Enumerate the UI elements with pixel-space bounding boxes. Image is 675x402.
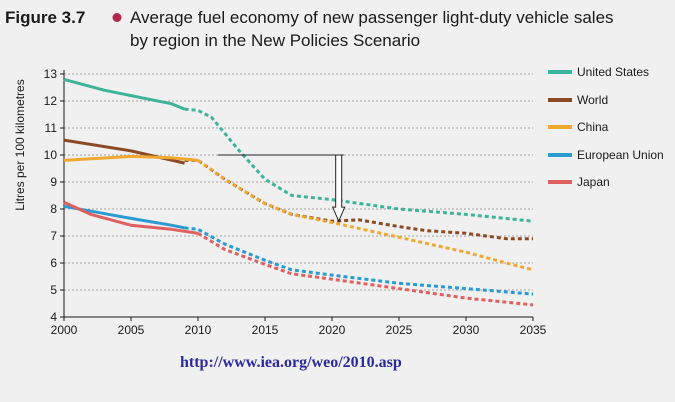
y-axis-label: Litres per 100 kilometres bbox=[13, 79, 27, 210]
source-url: http://www.iea.org/weo/2010.asp bbox=[180, 354, 402, 371]
series-japan-projection bbox=[197, 232, 534, 307]
chart-title-line2: by region in the New Policies Scenario bbox=[130, 31, 420, 50]
y-tick-12: 12 bbox=[44, 94, 58, 108]
grid-lines bbox=[64, 73, 533, 291]
y-tick-11: 11 bbox=[45, 121, 58, 135]
legend-label-european-union: European Union bbox=[577, 148, 664, 162]
y-tick-labels: 4 5 6 7 8 9 10 11 12 13 bbox=[44, 67, 64, 324]
series-china-projection bbox=[197, 159, 534, 272]
annotation-arrow bbox=[218, 154, 346, 223]
y-tick-10: 10 bbox=[44, 148, 58, 162]
series-european-union-projection bbox=[184, 226, 534, 296]
annotation-down-arrow bbox=[331, 154, 346, 223]
series-united-states-historical bbox=[63, 77, 186, 111]
axes bbox=[63, 70, 533, 318]
x-tick-2035: 2035 bbox=[520, 323, 547, 337]
figure-label: Figure 3.7 bbox=[5, 8, 85, 27]
y-tick-13: 13 bbox=[44, 67, 58, 81]
series-japan-historical bbox=[63, 200, 199, 235]
title-bullet bbox=[112, 13, 122, 22]
series-lines bbox=[63, 77, 534, 307]
y-tick-6: 6 bbox=[50, 256, 57, 270]
series-world-projection bbox=[184, 158, 533, 241]
x-tick-labels: 2000 2005 2010 2015 2020 2025 2030 2035 bbox=[51, 317, 547, 337]
y-tick-9: 9 bbox=[50, 175, 57, 189]
series-china-historical bbox=[63, 154, 199, 162]
legend-label-japan: Japan bbox=[577, 175, 610, 189]
legend: United States World China European Union Jap… bbox=[548, 65, 664, 189]
series-european-union-historical bbox=[63, 204, 185, 230]
y-tick-5: 5 bbox=[50, 283, 57, 297]
x-tick-2025: 2025 bbox=[386, 323, 413, 337]
legend-label-china: China bbox=[577, 120, 609, 134]
y-tick-8: 8 bbox=[50, 202, 57, 216]
y-tick-7: 7 bbox=[50, 229, 57, 243]
x-tick-2020: 2020 bbox=[319, 323, 346, 337]
x-tick-2010: 2010 bbox=[185, 323, 212, 337]
legend-label-united-states: United States bbox=[577, 65, 649, 79]
x-tick-2030: 2030 bbox=[453, 323, 480, 337]
x-tick-2000: 2000 bbox=[51, 323, 78, 337]
legend-label-world: World bbox=[577, 93, 608, 107]
series-united-states-projection bbox=[184, 107, 534, 223]
x-tick-2015: 2015 bbox=[252, 323, 279, 337]
chart-title-line1: Average fuel economy of new passenger li… bbox=[130, 8, 614, 27]
y-tick-4: 4 bbox=[50, 310, 57, 324]
x-tick-2005: 2005 bbox=[118, 323, 145, 337]
